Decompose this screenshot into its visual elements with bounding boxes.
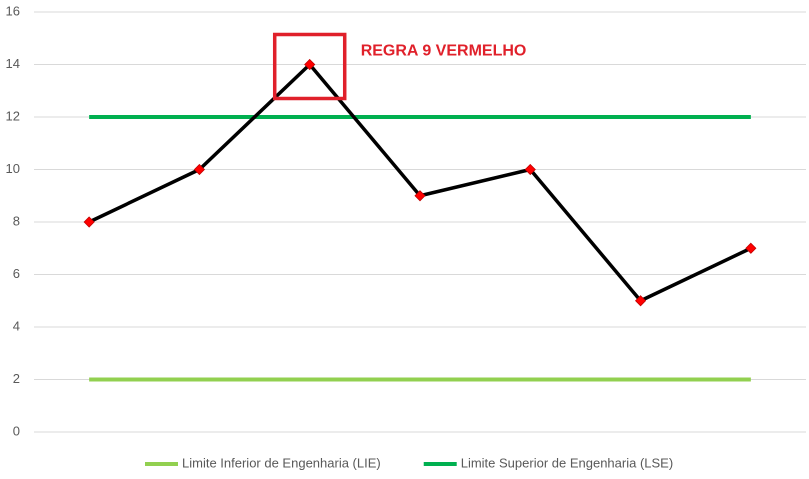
y-tick-label: 12 [6,108,20,123]
marker [635,295,647,307]
y-tick-label: 6 [13,266,20,281]
marker [524,163,536,176]
marker [745,242,757,254]
y-tick-label: 16 [6,3,20,18]
marker [193,163,205,176]
y-tick-label: 4 [13,318,20,333]
legend-label: Limite Inferior de Engenharia (LIE) [182,455,381,470]
data-line [88,62,752,303]
y-tick-label: 0 [13,423,20,438]
y-tick-label: 2 [13,371,20,386]
y-tick-label: 10 [6,161,20,176]
y-tick-label: 8 [13,213,20,228]
legend-label: Limite Superior de Engenharia (LSE) [461,455,673,470]
annotation-box [272,32,347,101]
marker [414,190,426,202]
y-tick-label: 14 [6,56,20,71]
annotation-text: REGRA 9 VERMELHO [361,43,527,60]
marker [83,216,95,228]
marker [304,58,316,71]
